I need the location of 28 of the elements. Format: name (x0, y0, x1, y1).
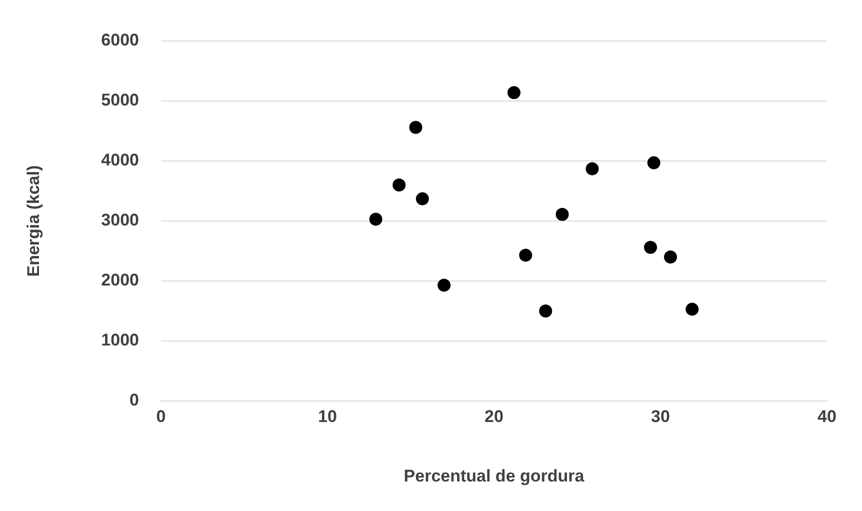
point (686, 302, 699, 316)
point (644, 240, 658, 254)
point (586, 162, 599, 176)
x-tick-label: 30 (651, 406, 670, 426)
y-tick-label: 3000 (101, 210, 139, 230)
point (664, 250, 677, 264)
x-tick-label: 10 (318, 406, 337, 426)
point (409, 120, 422, 134)
point (539, 304, 552, 318)
y-tick-label: 0 (130, 390, 139, 410)
y-tick-label: 1000 (101, 330, 139, 350)
y-axis-title: Energia (kcal) (24, 165, 43, 277)
x-tick-label: 40 (818, 406, 836, 426)
point (556, 208, 569, 221)
x-tick-label: 20 (484, 406, 504, 426)
point (416, 192, 429, 206)
x-tick-label: 0 (156, 406, 166, 426)
y-tick-label: 2000 (101, 270, 139, 290)
y-tick-label: 4000 (101, 150, 139, 170)
point (369, 212, 382, 226)
point (438, 278, 451, 292)
y-tick-label: 6000 (101, 30, 139, 50)
y-tick-label: 5000 (101, 90, 139, 110)
point (519, 248, 532, 262)
x-axis-title: Percentual de gordura (404, 466, 585, 486)
point (507, 86, 520, 100)
point (392, 178, 406, 192)
point (647, 156, 660, 170)
